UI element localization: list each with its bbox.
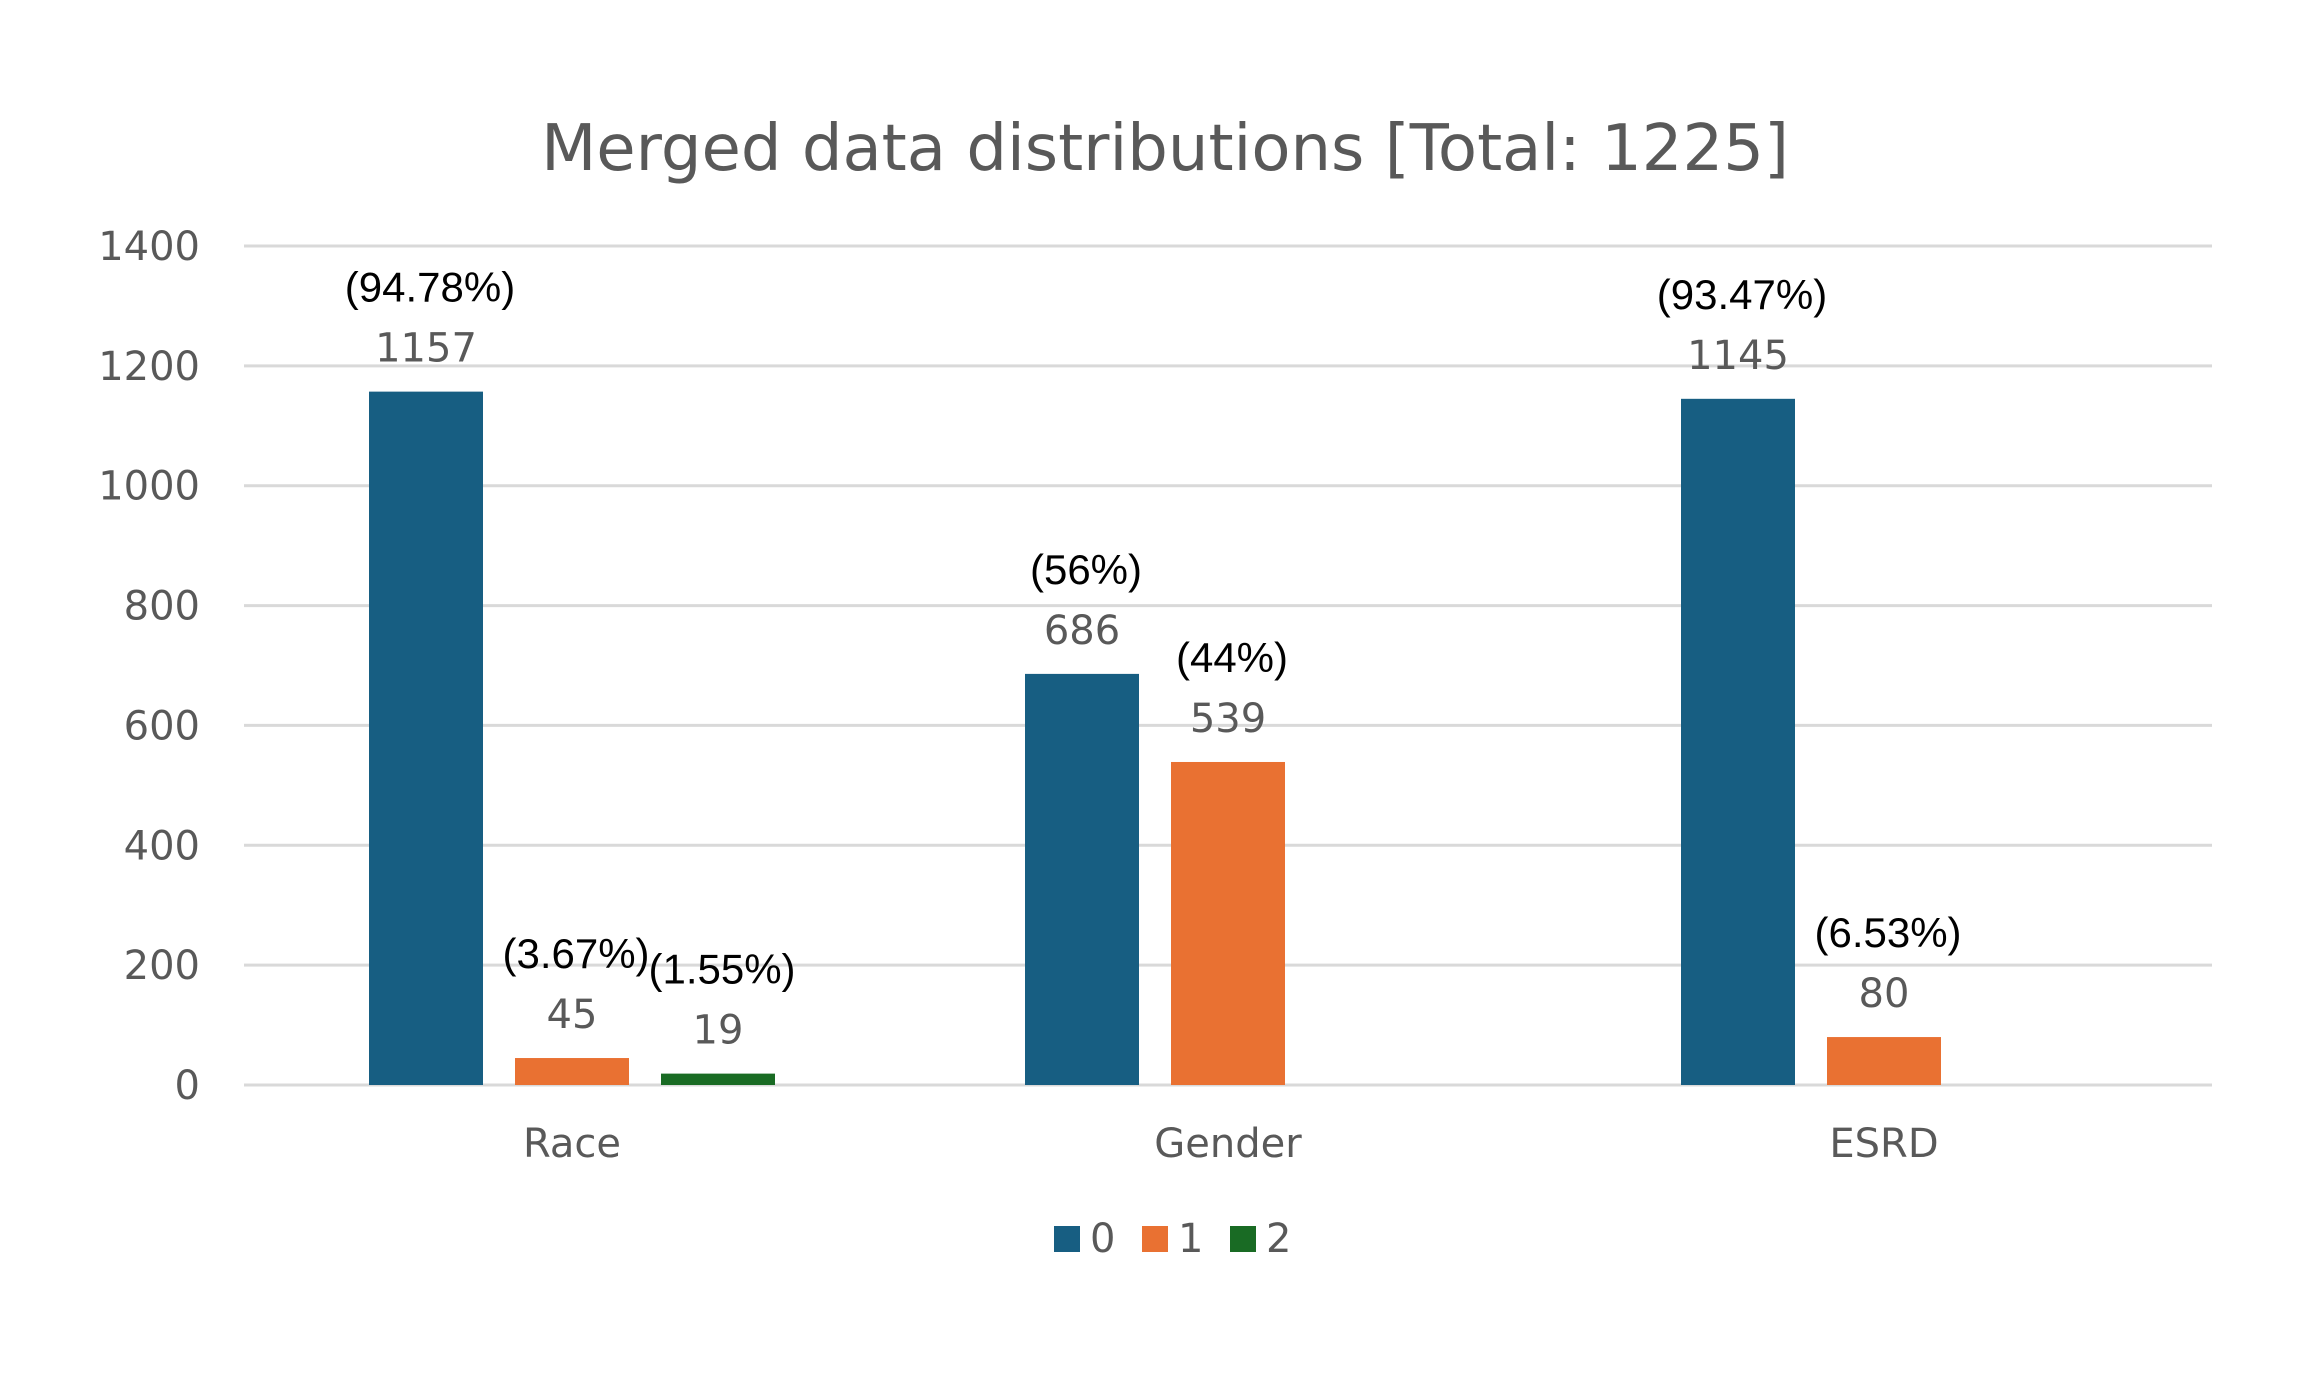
bar-gender-1 [1171,761,1285,1085]
legend-label-0: 0 [1090,1216,1115,1262]
y-tick-label: 0 [175,1063,200,1109]
legend: 0 1 2 [1054,1216,1291,1262]
legend-swatch-2 [1230,1226,1256,1252]
bar-race-0 [369,391,483,1085]
legend-label-1: 1 [1178,1216,1203,1262]
chart-title: Merged data distributions [Total: 1225] [541,112,1789,186]
percent-label: (44%) [1176,634,1288,681]
y-tick-label: 1400 [98,224,200,270]
bar-gender-0 [1025,673,1139,1085]
y-tick-label: 800 [124,584,200,630]
bar-esrd-0 [1681,398,1795,1085]
y-tick-label: 200 [124,943,200,989]
legend-label-2: 2 [1266,1216,1291,1262]
bar-race-1 [515,1058,629,1085]
bar-race-2 [661,1073,775,1085]
value-label: 1157 [375,326,477,372]
y-tick-label: 1200 [98,344,200,390]
percent-label: (1.55%) [648,946,795,993]
percent-label: (6.53%) [1814,909,1961,956]
value-label: 19 [693,1008,744,1054]
legend-swatch-1 [1142,1226,1168,1252]
percent-label: (93.47%) [1657,271,1827,318]
value-label: 45 [547,992,598,1038]
value-label: 686 [1044,608,1120,654]
category-label-esrd: ESRD [1829,1121,1938,1167]
percent-label: (56%) [1030,546,1142,593]
x-axis-categories: Race Gender ESRD [523,1121,1939,1167]
value-label: 539 [1190,696,1266,742]
data-labels: 1157 (94.78%) 45 (3.67%) 19 (1.55%) 686 (56%) 53… [345,264,1962,1054]
y-axis-ticks: 0 200 400 600 800 1000 1200 1400 [98,224,200,1109]
value-label: 80 [1859,971,1910,1017]
y-tick-label: 1000 [98,464,200,510]
y-tick-label: 600 [124,703,200,749]
category-label-race: Race [523,1121,621,1167]
value-label: 1145 [1687,333,1789,379]
category-label-gender: Gender [1154,1121,1302,1167]
y-tick-label: 400 [124,823,200,869]
legend-swatch-0 [1054,1226,1080,1252]
percent-label: (94.78%) [345,264,515,311]
percent-label: (3.67%) [502,930,649,977]
bar-esrd-1 [1827,1037,1941,1085]
bars [369,391,1941,1085]
